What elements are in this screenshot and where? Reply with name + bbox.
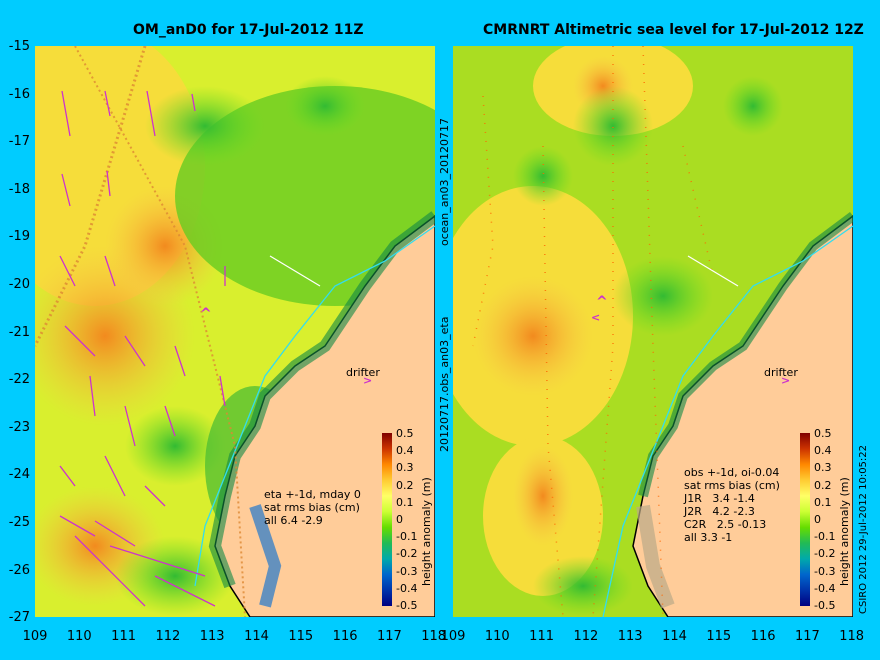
colorbar-tick-label: -0.2 [814,547,836,561]
right-x-tick-label: 109 [440,629,466,644]
colorbar-tick-label: -0.3 [814,564,836,578]
right-map-title: CMRNRT Altimetric sea level for 17-Jul-2… [483,22,864,38]
right-map-panel: ^ < > [453,46,853,617]
y-tick-label: -24 [8,467,30,483]
y-tick-label: -15 [8,39,30,54]
left-x-tick-label: 111 [111,629,136,644]
colorbar-tick-label: 0.3 [396,461,414,475]
colorbar-tick-label: 0.5 [396,427,414,440]
left-x-tick-label: 116 [332,629,358,644]
colorbar-tick-label: 0.4 [814,444,832,458]
colorbar-tick-label: 0.1 [814,495,832,509]
right-x-tick-label: 114 [662,629,687,644]
svg-text:^: ^ [596,294,608,310]
svg-text:^: ^ [200,306,212,322]
right-x-tick-label: 110 [484,629,510,644]
y-tick-label: -21 [8,324,30,340]
between-panels-label: 20120717.obs_an03_eta [438,316,451,452]
right-x-tick-label: 115 [706,629,732,644]
right-x-tick-label: 112 [573,629,599,644]
colorbar-tick-label: -0.2 [396,547,418,561]
left-map-title: OM_anD0 for 17-Jul-2012 11Z [133,22,364,38]
right-x-tick-label: 117 [794,629,820,644]
y-tick-label: -27 [8,610,30,626]
right-colorbar [800,433,810,606]
colorbar-tick-label: -0.4 [396,581,418,595]
left-colorbar-label: height anomaly (m) [420,477,433,586]
svg-text:>: > [781,374,790,387]
between-panels-label-top: ocean_an03_20120717 [438,118,451,246]
y-tick-label: -22 [8,372,30,388]
colorbar-tick-label: 0.2 [396,478,414,492]
left-stats-text: eta +-1d, mday 0 sat rms bias (cm) all 6… [264,488,361,527]
colorbar-tick-label: 0 [814,513,821,526]
colorbar-tick-label: -0.4 [814,581,836,595]
current-arrows [59,90,226,607]
left-x-tick-label: 114 [244,629,269,644]
y-tick-label: -18 [8,181,30,197]
left-x-tick-label: 117 [376,629,402,644]
right-x-tick-label: 111 [529,629,554,644]
y-tick-label: -19 [8,229,30,245]
y-tick-label: -26 [8,562,30,578]
colorbar-tick-label: -0.1 [814,530,836,544]
left-x-tick-label: 113 [199,629,225,644]
colorbar-tick-label: 0.5 [814,427,832,440]
right-x-tick-label: 116 [750,629,776,644]
right-stats-text: obs +-1d, oi-0.04 sat rms bias (cm) J1R … [684,466,780,544]
left-colorbar [382,433,392,606]
y-tick-label: -20 [8,277,30,292]
y-tick-label: -23 [8,419,30,435]
colorbar-tick-label: 0.1 [396,495,414,509]
right-colorbar-label: height anomaly (m) [838,477,851,586]
left-x-tick-label: 115 [288,629,314,644]
left-x-tick-label: 109 [22,629,48,644]
left-x-tick-label: 118 [421,629,447,644]
svg-text:>: > [363,374,372,387]
colorbar-tick-label: -0.5 [396,599,418,612]
colorbar-tick-label: 0.2 [814,478,832,492]
credit-text: CSIRO 2012 29-Jul-2012 10:05:22 [858,444,869,614]
y-tick-label: -25 [8,515,30,530]
left-x-tick-label: 110 [66,629,92,644]
left-drifter-label: drifter [346,366,380,379]
svg-text:<: < [591,311,600,324]
right-x-tick-label: 113 [617,629,643,644]
y-tick-label: -17 [8,134,30,150]
left-map-panel: ^ > [35,46,435,617]
colorbar-tick-label: -0.3 [396,564,418,578]
colorbar-tick-label: 0 [396,513,403,526]
left-map-svg: ^ > [35,46,435,617]
right-x-tick-label: 118 [839,629,865,644]
y-tick-label: -16 [8,86,30,102]
colorbar-tick-label: 0.3 [814,461,832,475]
colorbar-tick-label: -0.5 [814,599,836,612]
left-x-tick-label: 112 [155,629,181,644]
right-drifter-label: drifter [764,366,798,379]
right-map-svg: ^ < > [453,46,853,617]
colorbar-tick-label: -0.1 [396,530,418,544]
colorbar-tick-label: 0.4 [396,444,414,458]
